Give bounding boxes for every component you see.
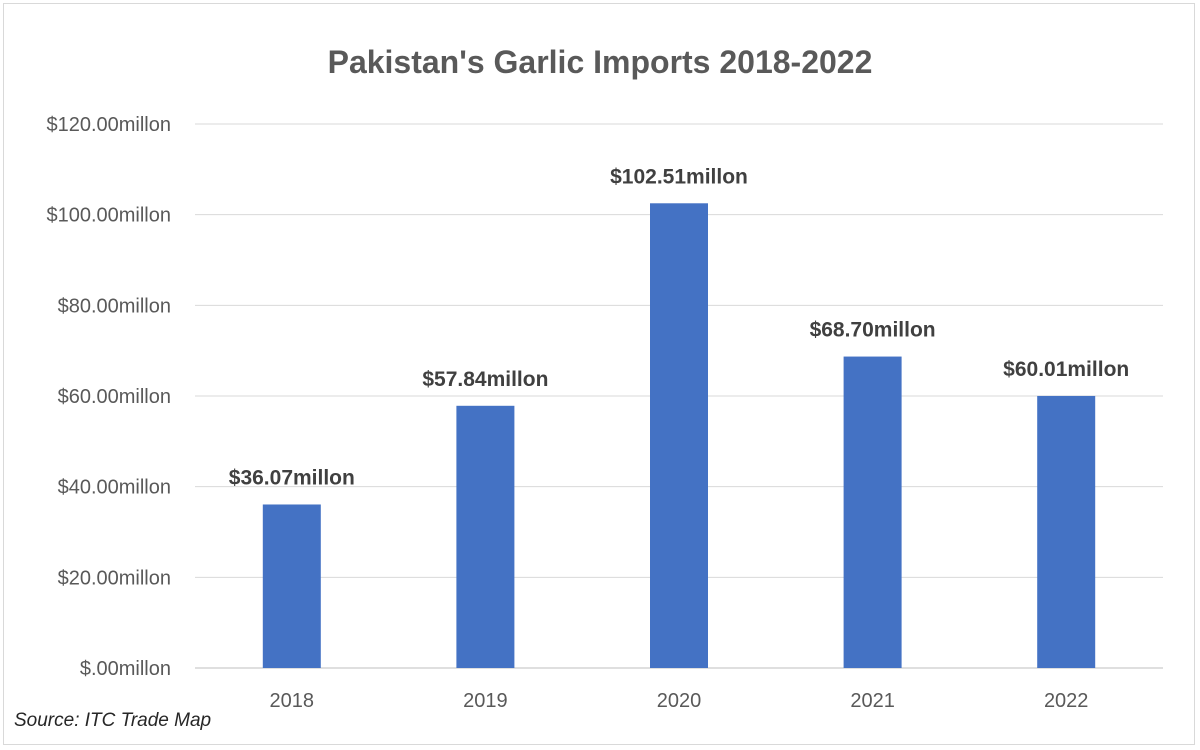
y-tick-label: $80.00millon	[58, 295, 171, 317]
data-label: $57.84millon	[422, 368, 548, 391]
data-label: $68.70millon	[810, 319, 936, 342]
x-tick-label: 2020	[657, 690, 702, 712]
data-label: $102.51millon	[610, 165, 748, 188]
x-tick-label: 2021	[850, 690, 895, 712]
chart-title: Pakistan's Garlic Imports 2018-2022	[327, 44, 873, 80]
data-label: $36.07millon	[229, 466, 355, 489]
data-label: $60.01millon	[1003, 358, 1129, 381]
y-tick-label: $40.00millon	[58, 477, 171, 499]
x-tick-label: 2019	[463, 690, 508, 712]
bar	[1037, 395, 1096, 668]
y-tick-label: $.00millon	[80, 658, 171, 680]
bar	[843, 356, 902, 668]
bar	[456, 405, 515, 668]
y-tick-label: $20.00millon	[58, 567, 171, 589]
bar	[650, 203, 708, 668]
bar	[262, 504, 321, 668]
y-tick-label: $120.00millon	[46, 114, 171, 136]
y-tick-label: $60.00millon	[58, 386, 171, 408]
chart-frame	[3, 3, 1195, 745]
source-note: Source: ITC Trade Map	[14, 710, 212, 731]
x-tick-label: 2018	[270, 690, 315, 712]
y-tick-label: $100.00millon	[46, 205, 171, 227]
x-tick-label: 2022	[1044, 690, 1089, 712]
